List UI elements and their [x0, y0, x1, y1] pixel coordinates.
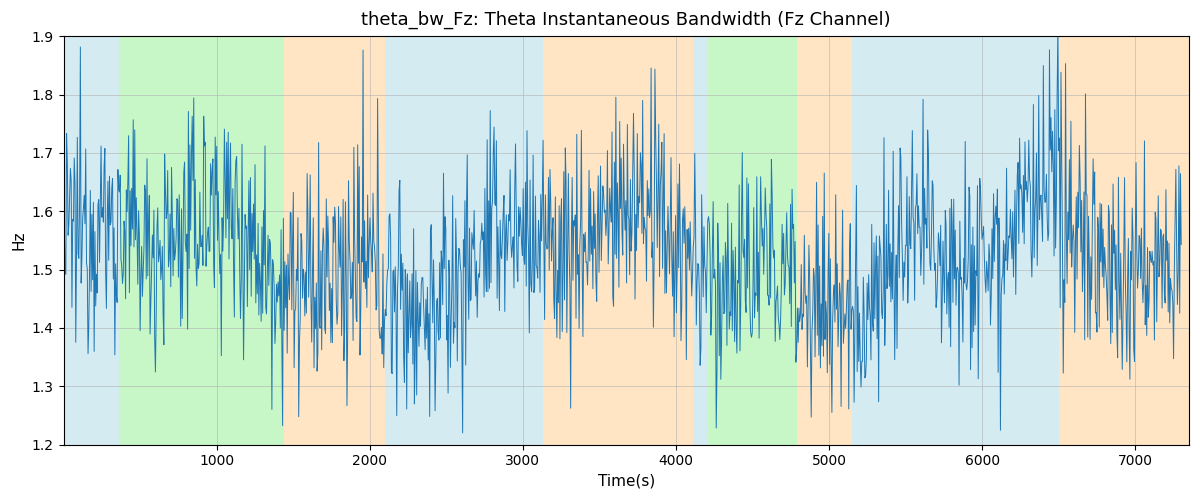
Bar	[119, 36, 284, 445]
Bar	[708, 36, 797, 445]
Y-axis label: Hz: Hz	[11, 230, 26, 250]
Title: theta_bw_Fz: Theta Instantaneous Bandwidth (Fz Channel): theta_bw_Fz: Theta Instantaneous Bandwid…	[361, 11, 892, 30]
Bar	[797, 36, 852, 445]
X-axis label: Time(s): Time(s)	[598, 474, 655, 489]
Bar	[1058, 36, 1189, 445]
Bar	[385, 36, 542, 445]
Bar	[64, 36, 119, 445]
Bar	[852, 36, 1058, 445]
Bar	[692, 36, 708, 445]
Bar	[284, 36, 385, 445]
Bar	[542, 36, 692, 445]
